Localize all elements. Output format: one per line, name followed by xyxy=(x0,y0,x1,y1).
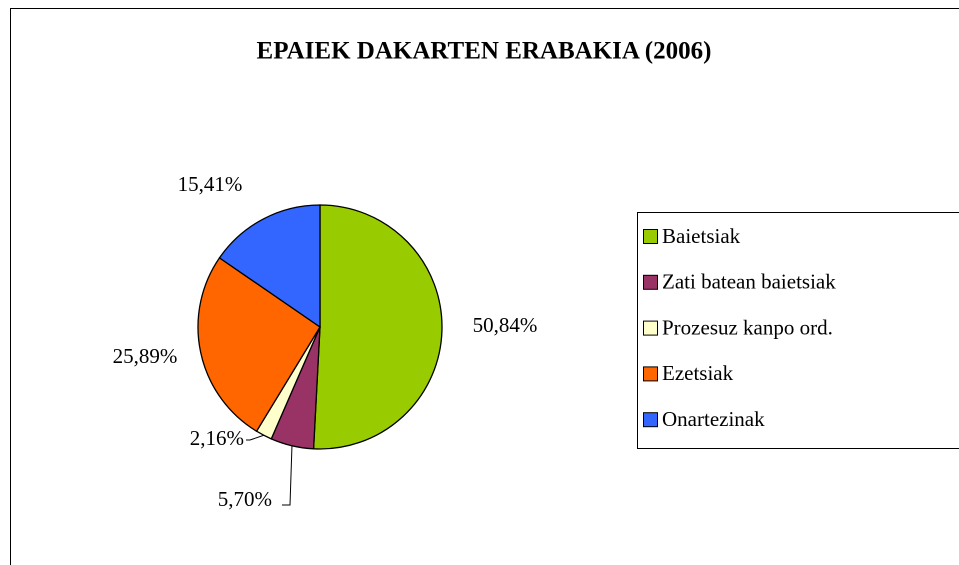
data-label: 5,70% xyxy=(218,487,272,511)
pie-slice xyxy=(312,204,443,450)
leader-line xyxy=(282,445,293,506)
data-label: 2,16% xyxy=(190,426,244,450)
legend-swatch xyxy=(643,412,658,428)
legend-box xyxy=(637,212,959,449)
legend-swatch xyxy=(643,320,658,336)
legend-swatch xyxy=(643,229,658,244)
leader-line xyxy=(246,434,264,441)
chart-title: EPAIEK DAKARTEN ERABAKIA (2006) xyxy=(257,38,712,65)
legend-label: Baietsiak xyxy=(662,224,741,248)
data-label: 15,41% xyxy=(178,172,243,196)
pie-slice xyxy=(218,204,321,329)
legend-label: Zati batean baietsiak xyxy=(662,270,836,294)
data-label: 25,89% xyxy=(113,344,178,368)
legend-swatch xyxy=(643,366,658,382)
pie-slice xyxy=(197,256,321,433)
legend-label: Prozesuz kanpo ord. xyxy=(662,315,833,339)
legend-label: Onartezinak xyxy=(662,407,765,431)
legend-swatch xyxy=(643,274,658,290)
legend-label: Ezetsiak xyxy=(662,361,734,385)
data-label: 50,84% xyxy=(473,313,538,337)
